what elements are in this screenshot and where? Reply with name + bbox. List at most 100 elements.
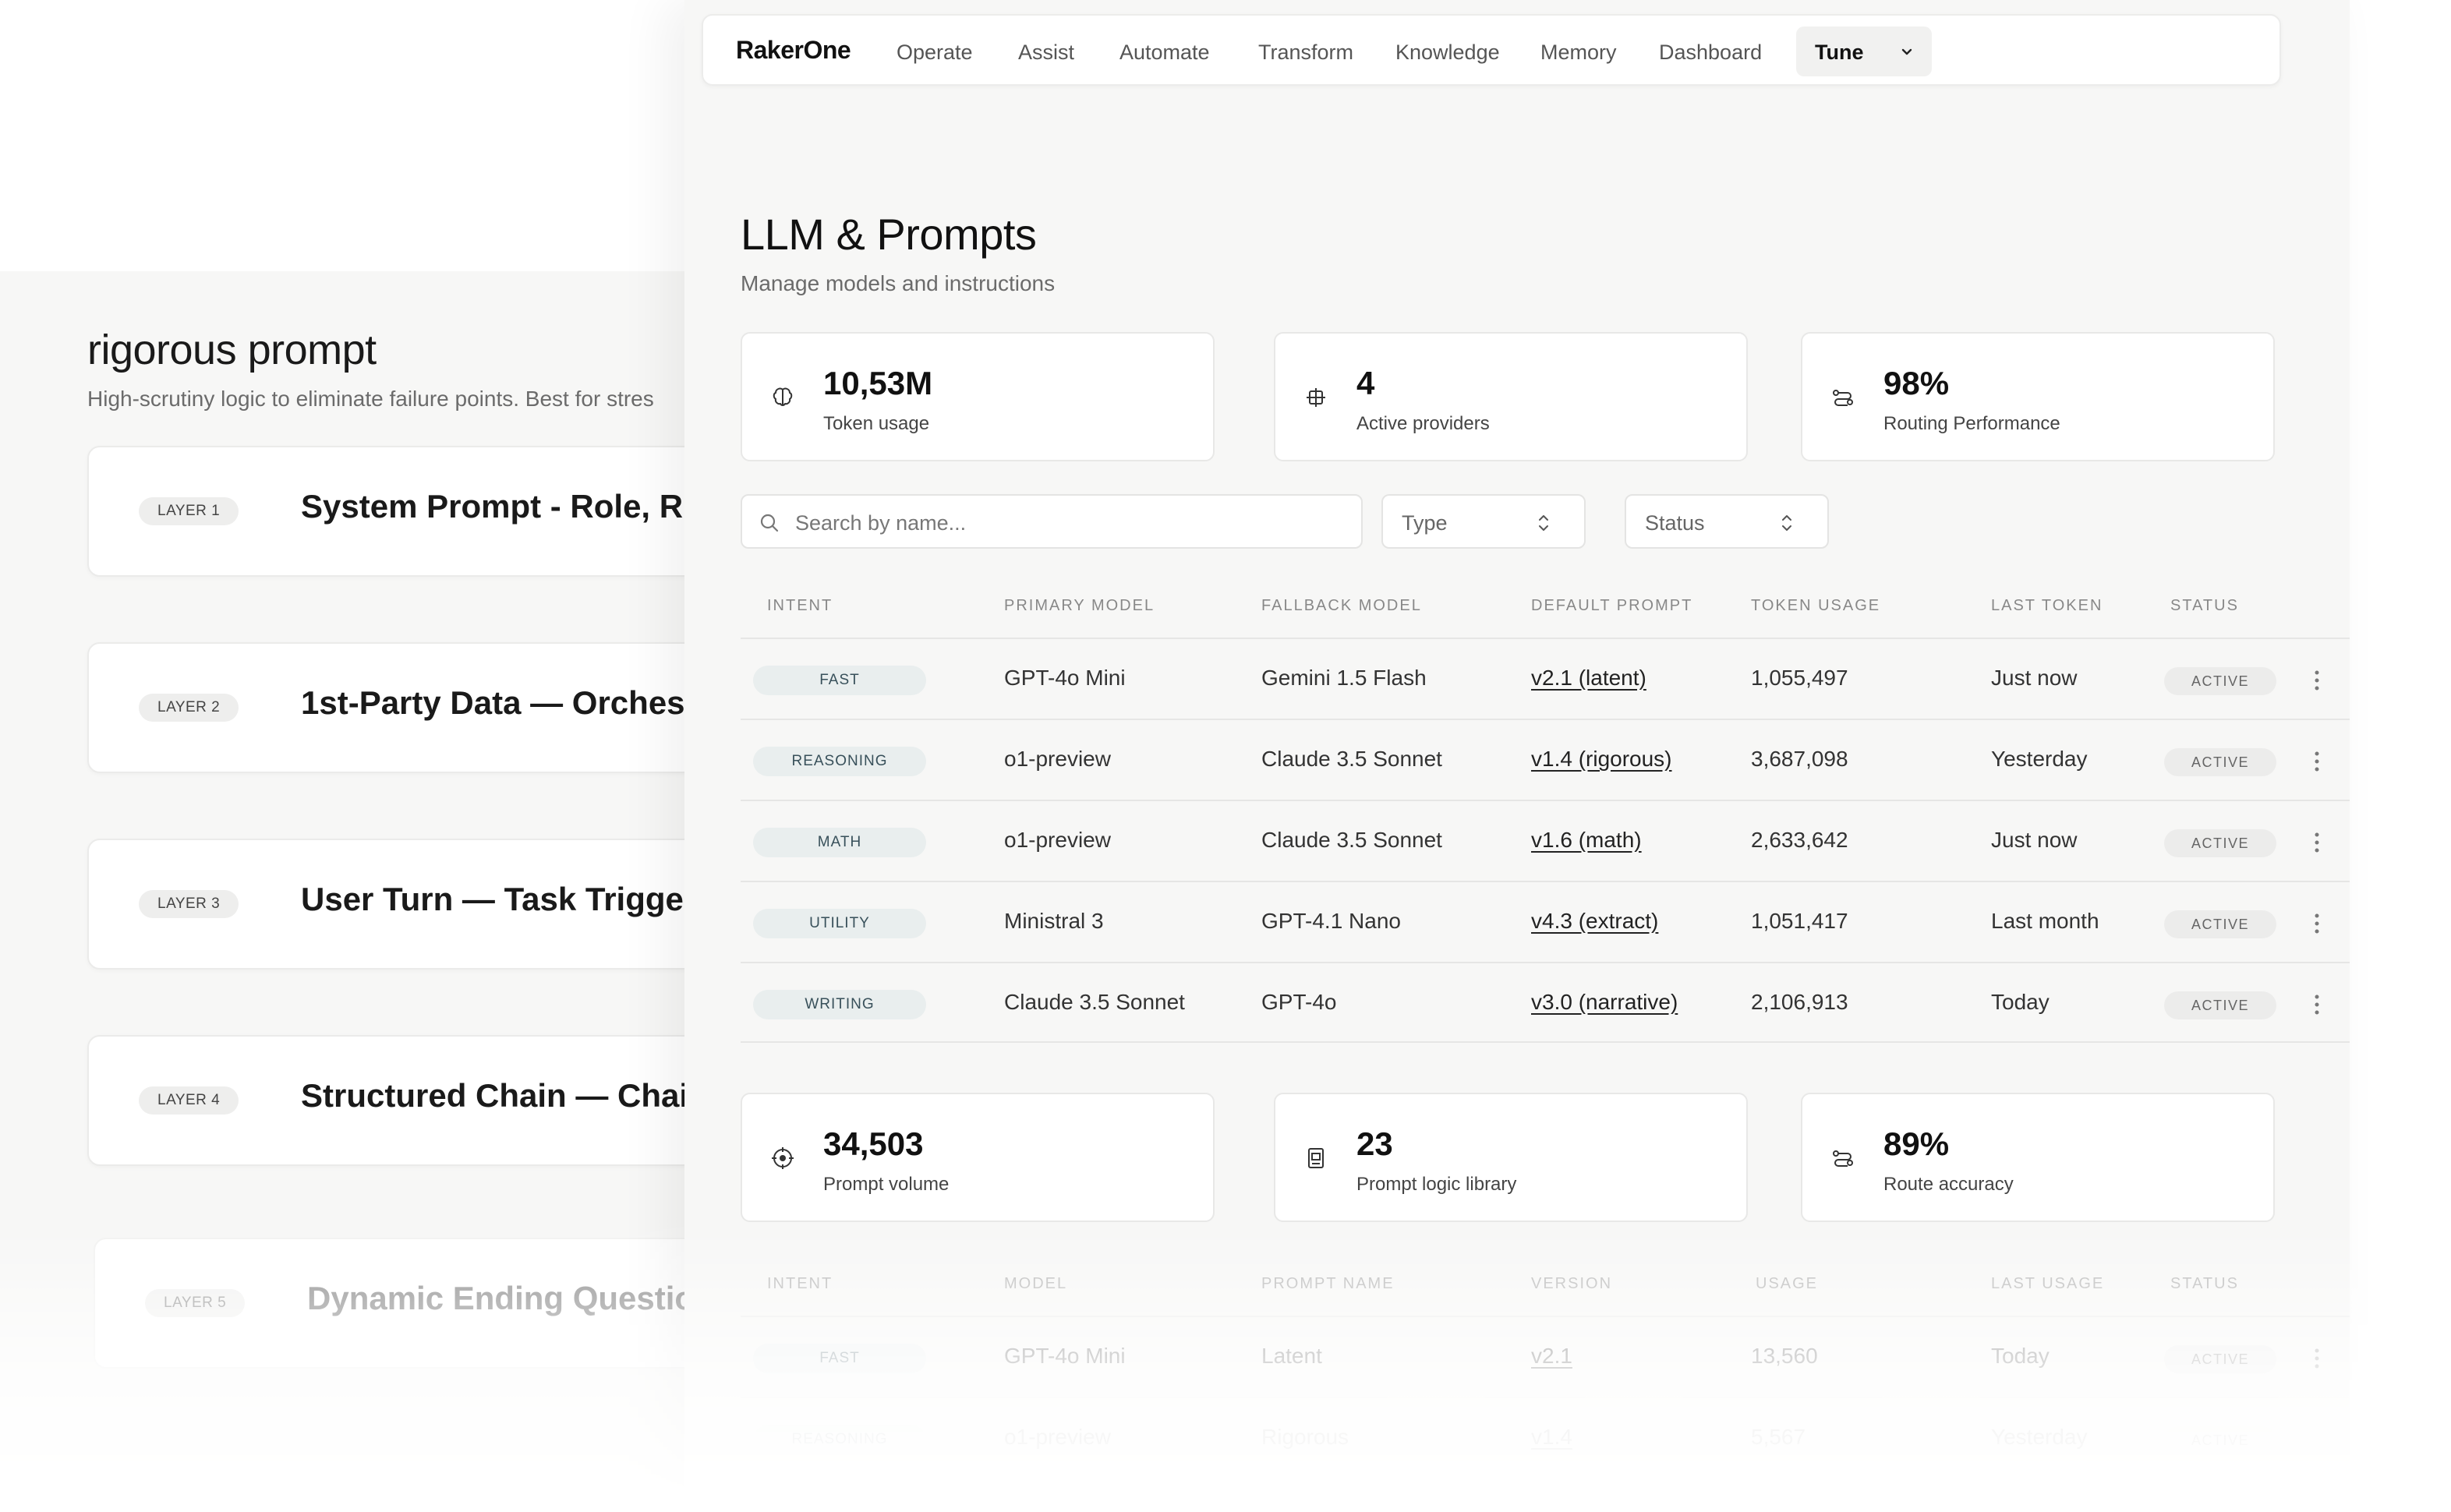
- layer-title: User Turn — Task Trigger: [301, 881, 697, 917]
- status-badge: ACTIVE: [2164, 910, 2276, 938]
- table-row[interactable]: MATH o1-preview Claude 3.5 Sonnet v1.6 (…: [741, 800, 2350, 881]
- page-title: LLM & Prompts: [741, 210, 1037, 259]
- primary-model-cell: o1-preview: [1004, 828, 1111, 852]
- column-header-primary-model[interactable]: PRIMARY MODEL: [1004, 597, 1155, 614]
- more-options-icon[interactable]: [2312, 669, 2322, 692]
- stat-value: 10,53M: [823, 365, 933, 401]
- target-icon: [772, 1147, 794, 1169]
- prompt-title: rigorous prompt: [87, 327, 377, 373]
- layer-title: Structured Chain — Chain: [301, 1077, 709, 1114]
- layer-card-4[interactable]: LAYER 4 Structured Chain — Chain: [87, 1035, 789, 1166]
- stat-label: Token usage: [823, 413, 930, 434]
- column-header-intent[interactable]: INTENT: [767, 597, 833, 614]
- status-badge: ACTIVE: [2164, 667, 2276, 695]
- model-cell: o1-preview: [1004, 1425, 1111, 1449]
- intent-badge: WRITING: [753, 990, 926, 1019]
- version-link[interactable]: v2.1: [1531, 1344, 1572, 1368]
- table-row[interactable]: UTILITY Ministral 3 GPT-4.1 Nano v4.3 (e…: [741, 881, 2350, 962]
- route-icon: [1833, 1150, 1853, 1167]
- usage-cell: 13,560: [1751, 1344, 1818, 1368]
- nav-item-transform[interactable]: Transform: [1258, 41, 1354, 64]
- default-prompt-link[interactable]: v1.4 (rigorous): [1531, 747, 1672, 771]
- default-prompt-link[interactable]: v3.0 (narrative): [1531, 990, 1678, 1014]
- chevron-updown-icon: [1782, 515, 1791, 531]
- table-row[interactable]: FAST GPT-4o Mini Gemini 1.5 Flash v2.1 (…: [741, 638, 2350, 719]
- stat-label: Prompt volume: [823, 1174, 950, 1195]
- prompt-subtitle: High-scrutiny logic to eliminate failure…: [87, 387, 654, 411]
- nav-item-operate[interactable]: Operate: [897, 41, 973, 64]
- nav-item-dashboard[interactable]: Dashboard: [1659, 41, 1763, 64]
- status-badge: ACTIVE: [2164, 1426, 2276, 1454]
- stat-card-prompt-logic-library: 23 Prompt logic library: [1274, 1093, 1748, 1222]
- default-prompt-link[interactable]: v1.6 (math): [1531, 828, 1642, 852]
- intent-badge: REASONING: [753, 1425, 926, 1454]
- last-token-cell: Last month: [1991, 909, 2099, 933]
- primary-model-cell: GPT-4o Mini: [1004, 666, 1126, 690]
- last-token-cell: Just now: [1991, 828, 2078, 852]
- nav-item-tune-label: Tune: [1815, 41, 1864, 64]
- brand-logo[interactable]: RakerOne: [736, 36, 851, 64]
- column-header-prompt-name[interactable]: PROMPT NAME: [1261, 1275, 1395, 1292]
- column-header-version[interactable]: VERSION: [1531, 1275, 1613, 1292]
- nav-item-knowledge[interactable]: Knowledge: [1395, 41, 1500, 64]
- stat-label: Active providers: [1356, 413, 1490, 434]
- layer-title: System Prompt - Role, Ru: [301, 488, 703, 525]
- layer-card-3[interactable]: LAYER 3 User Turn — Task Trigger: [87, 839, 789, 970]
- last-token-cell: Yesterday: [1991, 747, 2088, 771]
- column-header-intent[interactable]: INTENT: [767, 1275, 833, 1292]
- column-header-last-usage[interactable]: LAST USAGE: [1991, 1275, 2105, 1292]
- stat-card-route-accuracy: 89% Route accuracy: [1801, 1093, 2275, 1222]
- layer-badge: LAYER 3: [139, 890, 239, 918]
- layer-title: 1st-Party Data — Orchest: [301, 684, 696, 721]
- column-header-status[interactable]: STATUS: [2170, 597, 2239, 614]
- default-prompt-link[interactable]: v4.3 (extract): [1531, 909, 1659, 933]
- status-select-label: Status: [1645, 511, 1705, 535]
- type-select[interactable]: Type: [1381, 494, 1586, 549]
- primary-model-cell: Ministral 3: [1004, 909, 1104, 933]
- nav-item-tune-dropdown[interactable]: Tune: [1796, 26, 1932, 76]
- version-link[interactable]: v1.4: [1531, 1425, 1572, 1449]
- column-header-last-token[interactable]: LAST TOKEN: [1991, 597, 2103, 614]
- default-prompt-link[interactable]: v2.1 (latent): [1531, 666, 1646, 690]
- layer-card-1[interactable]: LAYER 1 System Prompt - Role, Ru: [87, 446, 789, 577]
- last-token-cell: Today: [1991, 990, 2050, 1014]
- column-header-usage[interactable]: USAGE: [1756, 1275, 1819, 1292]
- search-input[interactable]: Search by name...: [741, 494, 1363, 549]
- stat-value: 23: [1356, 1125, 1393, 1162]
- chevron-updown-icon: [1539, 515, 1548, 531]
- more-options-icon[interactable]: [2312, 912, 2322, 935]
- search-icon: [760, 514, 779, 532]
- column-header-fallback-model[interactable]: FALLBACK MODEL: [1261, 597, 1422, 614]
- stat-label: Routing Performance: [1883, 413, 2060, 434]
- type-select-label: Type: [1402, 511, 1448, 535]
- table-row[interactable]: REASONING o1-preview Rigorous v1.4 5,567…: [741, 1397, 2350, 1478]
- table-row[interactable]: WRITING Claude 3.5 Sonnet GPT-4o v3.0 (n…: [741, 962, 2350, 1043]
- book-icon: [1308, 1148, 1324, 1168]
- stat-label: Route accuracy: [1883, 1174, 2014, 1195]
- last-usage-cell: Today: [1991, 1344, 2050, 1368]
- column-header-model[interactable]: MODEL: [1004, 1275, 1068, 1292]
- status-select[interactable]: Status: [1625, 494, 1829, 549]
- layer-badge: LAYER 1: [139, 497, 239, 525]
- last-token-cell: Just now: [1991, 666, 2078, 690]
- nav-item-memory[interactable]: Memory: [1540, 41, 1617, 64]
- last-usage-cell: Yesterday: [1991, 1425, 2088, 1449]
- prompt-name-cell: Latent: [1261, 1344, 1322, 1368]
- nav-item-automate[interactable]: Automate: [1119, 41, 1210, 64]
- more-options-icon[interactable]: [2312, 831, 2322, 854]
- column-header-default-prompt[interactable]: DEFAULT PROMPT: [1531, 597, 1693, 614]
- table-row[interactable]: REASONING o1-preview Claude 3.5 Sonnet v…: [741, 719, 2350, 800]
- fallback-model-cell: Gemini 1.5 Flash: [1261, 666, 1427, 690]
- grid-icon: [1307, 388, 1325, 407]
- more-options-icon[interactable]: [2312, 750, 2322, 773]
- table-row[interactable]: FAST GPT-4o Mini Latent v2.1 13,560 Toda…: [741, 1316, 2350, 1397]
- more-options-icon[interactable]: [2312, 1347, 2322, 1370]
- layer-badge: LAYER 2: [139, 694, 239, 722]
- fallback-model-cell: GPT-4o: [1261, 990, 1337, 1014]
- layer-card-2[interactable]: LAYER 2 1st-Party Data — Orchest: [87, 642, 789, 773]
- column-header-status[interactable]: STATUS: [2170, 1275, 2239, 1292]
- more-options-icon[interactable]: [2312, 993, 2322, 1016]
- column-header-token-usage[interactable]: TOKEN USAGE: [1751, 597, 1881, 614]
- nav-item-assist[interactable]: Assist: [1018, 41, 1075, 64]
